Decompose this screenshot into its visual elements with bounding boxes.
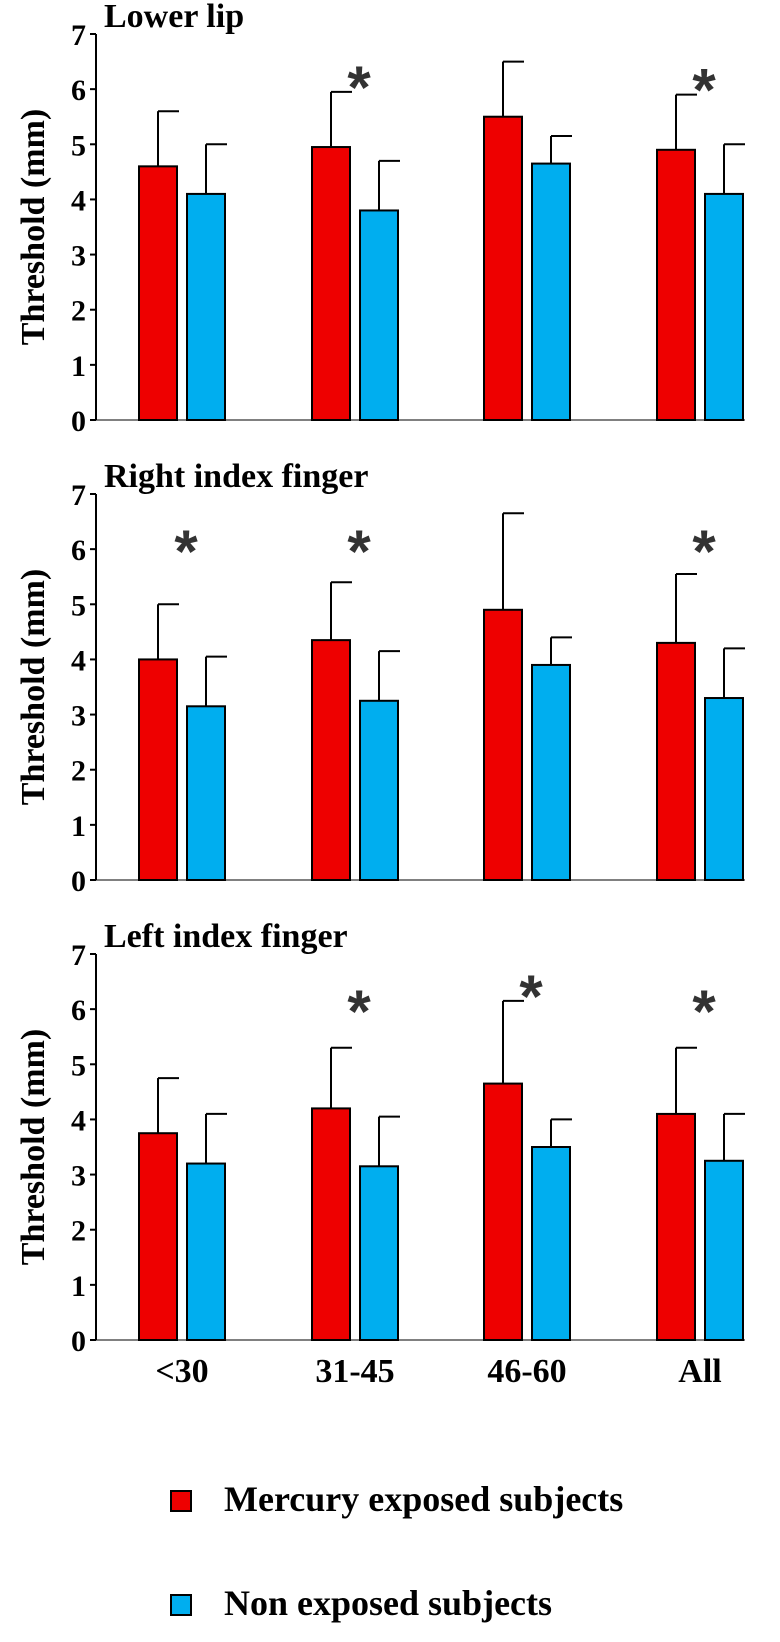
x-tick-label: All [678,1353,721,1390]
significance-star: * [692,518,716,585]
y-tick-label: 7 [71,479,86,512]
y-tick-label: 3 [71,240,86,273]
y-tick-label: 4 [71,644,86,677]
bar-exposed [138,165,178,421]
y-tick-label: 7 [71,19,86,52]
y-tick-label: 5 [71,129,86,162]
legend-nonexposed: Non exposed subjects [0,1582,780,1642]
bar-nonexposed [704,192,744,421]
bar-exposed [138,658,178,882]
y-axis-label: Threshold (mm) [15,569,52,805]
y-tick-label: 4 [71,184,86,217]
y-tick-label: 3 [71,1160,86,1193]
bar-exposed [483,608,523,881]
bar-nonexposed [186,705,226,881]
y-tick-label: 2 [71,295,86,328]
y-tick-label: 6 [71,74,86,107]
legend-swatch-exposed [170,1490,192,1512]
y-tick-label: 4 [71,1104,86,1137]
bar-exposed [483,1082,523,1341]
bar-nonexposed [359,699,399,881]
y-axis-label: Threshold (mm) [15,1029,52,1265]
bar-nonexposed [359,209,399,421]
legend-exposed: Mercury exposed subjects [0,1478,780,1538]
y-tick-label: 1 [71,810,86,843]
y-tick-label: 6 [71,994,86,1027]
y-tick-label: 0 [71,405,86,438]
panel-title: Right index finger [104,458,368,495]
y-tick-label: 3 [71,700,86,733]
x-tick-label: 46-60 [487,1353,566,1390]
y-axis-label: Threshold (mm) [15,109,52,345]
significance-star: * [347,978,371,1045]
significance-star: * [347,518,371,585]
x-tick-label: <30 [155,1353,208,1390]
bar-exposed [138,1132,178,1341]
panel-1: 0 1 2 3 4 5 6 7 Lower lip Threshold (mm) * * [15,0,745,438]
bar-nonexposed [359,1165,399,1342]
y-tick-label: 2 [71,755,86,788]
bar-exposed [311,146,351,422]
legend-label-exposed: Mercury exposed subjects [224,1479,624,1519]
bar-exposed [311,639,351,882]
bar-exposed [656,1112,696,1342]
bar-exposed [656,148,696,422]
bar-exposed [656,641,696,882]
y-tick-label: 0 [71,1325,86,1358]
significance-star: * [519,963,543,1030]
y-tick-label: 2 [71,1215,86,1248]
panel-2: 0 1 2 3 4 5 6 7 Right index finger Threshold (mm)… [15,458,745,898]
y-tick-label: 5 [71,589,86,622]
bar-nonexposed [531,162,571,421]
y-tick-label: 5 [71,1049,86,1082]
y-tick-label: 1 [71,350,86,383]
bar-nonexposed [531,1146,571,1341]
x-tick-label: 31-45 [315,1353,394,1390]
significance-star: * [174,518,198,585]
significance-star: * [347,54,371,121]
bar-exposed [311,1107,351,1342]
bar-exposed [483,115,523,421]
bar-nonexposed [186,192,226,421]
y-tick-label: 0 [71,865,86,898]
bar-nonexposed [704,1159,744,1342]
y-tick-label: 7 [71,939,86,972]
panel-title: Left index finger [104,918,348,955]
panel-title: Lower lip [104,0,244,35]
legend-label-nonexposed: Non exposed subjects [224,1583,553,1623]
y-tick-label: 6 [71,534,86,567]
bar-nonexposed [704,697,744,881]
bar-nonexposed [531,663,571,882]
y-tick-label: 1 [71,1270,86,1303]
bar-nonexposed [186,1162,226,1341]
panel-3: 0 1 2 3 4 5 6 7 Left index finger Threshold (mm) *… [15,918,745,1390]
significance-star: * [692,57,716,124]
significance-star: * [692,978,716,1045]
legend-swatch-nonexposed [170,1594,192,1616]
